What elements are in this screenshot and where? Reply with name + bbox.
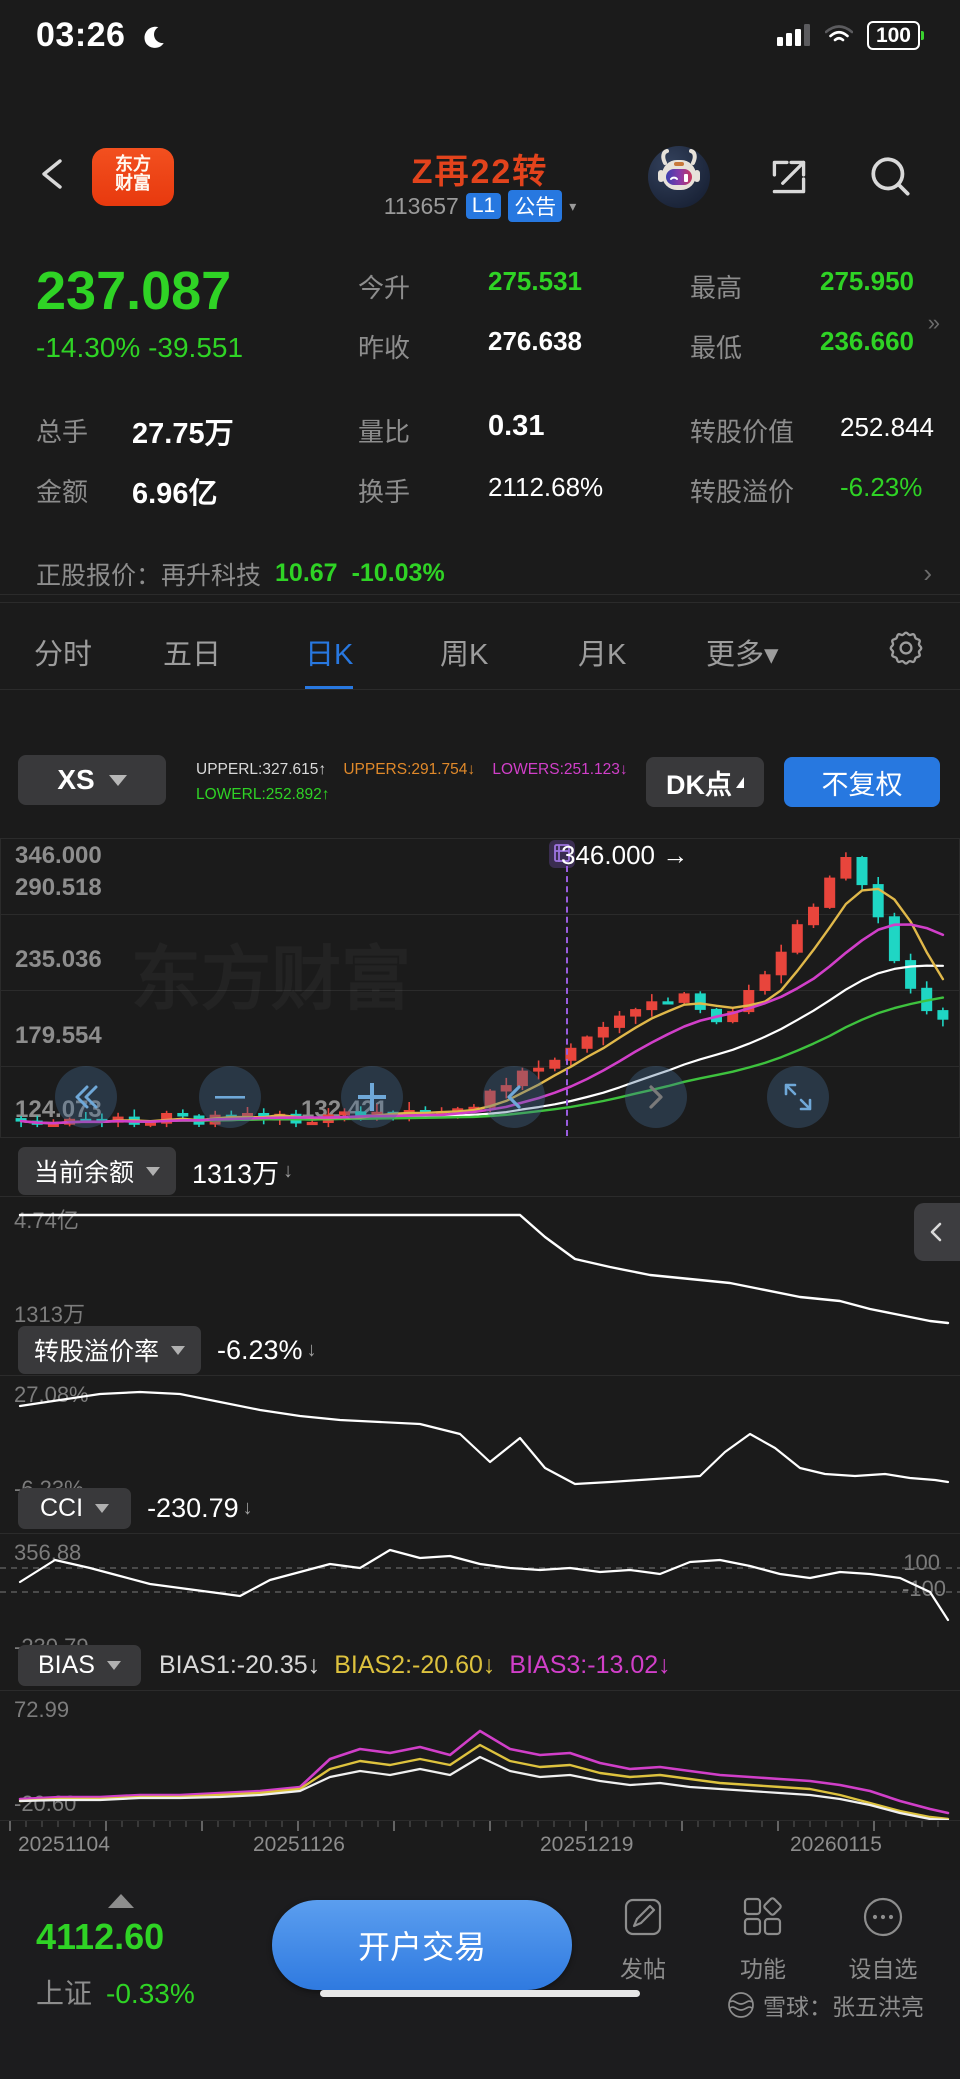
svg-text:东方财富: 东方财富: [131, 940, 411, 1018]
